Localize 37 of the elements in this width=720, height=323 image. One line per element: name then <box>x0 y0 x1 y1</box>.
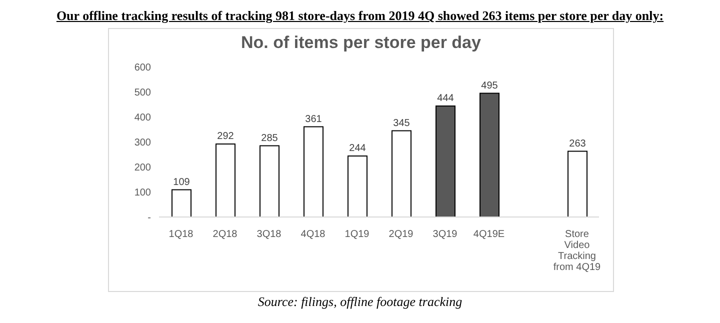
data-label: 244 <box>349 143 366 154</box>
source-note: Source: filings, offline footage tracking <box>256 294 464 310</box>
x-tick-label: 3Q19 <box>432 229 458 240</box>
y-tick-label: 100 <box>134 188 152 199</box>
y-tick-label: 400 <box>134 112 152 124</box>
bar <box>436 106 456 217</box>
x-tick-label: 4Q18 <box>300 229 326 240</box>
bar <box>348 156 368 217</box>
data-label: 345 <box>393 118 410 129</box>
x-tick-label: 2Q19 <box>388 229 414 240</box>
data-label: 444 <box>437 93 454 104</box>
bar <box>216 144 236 217</box>
bar <box>480 92 500 217</box>
bar <box>304 126 324 217</box>
y-tick-label: 300 <box>134 138 152 149</box>
y-tick-label: - <box>148 212 151 224</box>
x-tick-label: 3Q18 <box>256 229 282 240</box>
data-label: 109 <box>173 176 190 188</box>
x-tick-label: Store Video Tracking from 4Q19 <box>553 229 602 273</box>
x-tick-label: 2Q18 <box>212 229 238 240</box>
data-label: 361 <box>305 114 322 125</box>
x-tick-label: 1Q18 <box>168 229 194 240</box>
bar <box>392 130 412 217</box>
data-label: 292 <box>217 131 234 142</box>
chart-title: Our offline tracking results of tracking 981 store-days from 2019 4Q showed 263 items per store per day only: <box>55 8 665 24</box>
data-label: 285 <box>261 132 278 144</box>
y-tick-label: 200 <box>134 162 152 174</box>
data-label: 263 <box>569 138 586 150</box>
x-tick-label: 1Q19 <box>344 229 370 240</box>
chart-subtitle: No. of items per store per day <box>240 33 482 53</box>
data-label: 495 <box>481 80 498 92</box>
x-tick-label: 4Q19E <box>473 229 505 240</box>
bar <box>568 150 588 217</box>
bar <box>172 189 192 217</box>
bar <box>260 145 280 217</box>
y-tick-label: 600 <box>134 62 152 74</box>
y-tick-label: 500 <box>134 88 152 99</box>
